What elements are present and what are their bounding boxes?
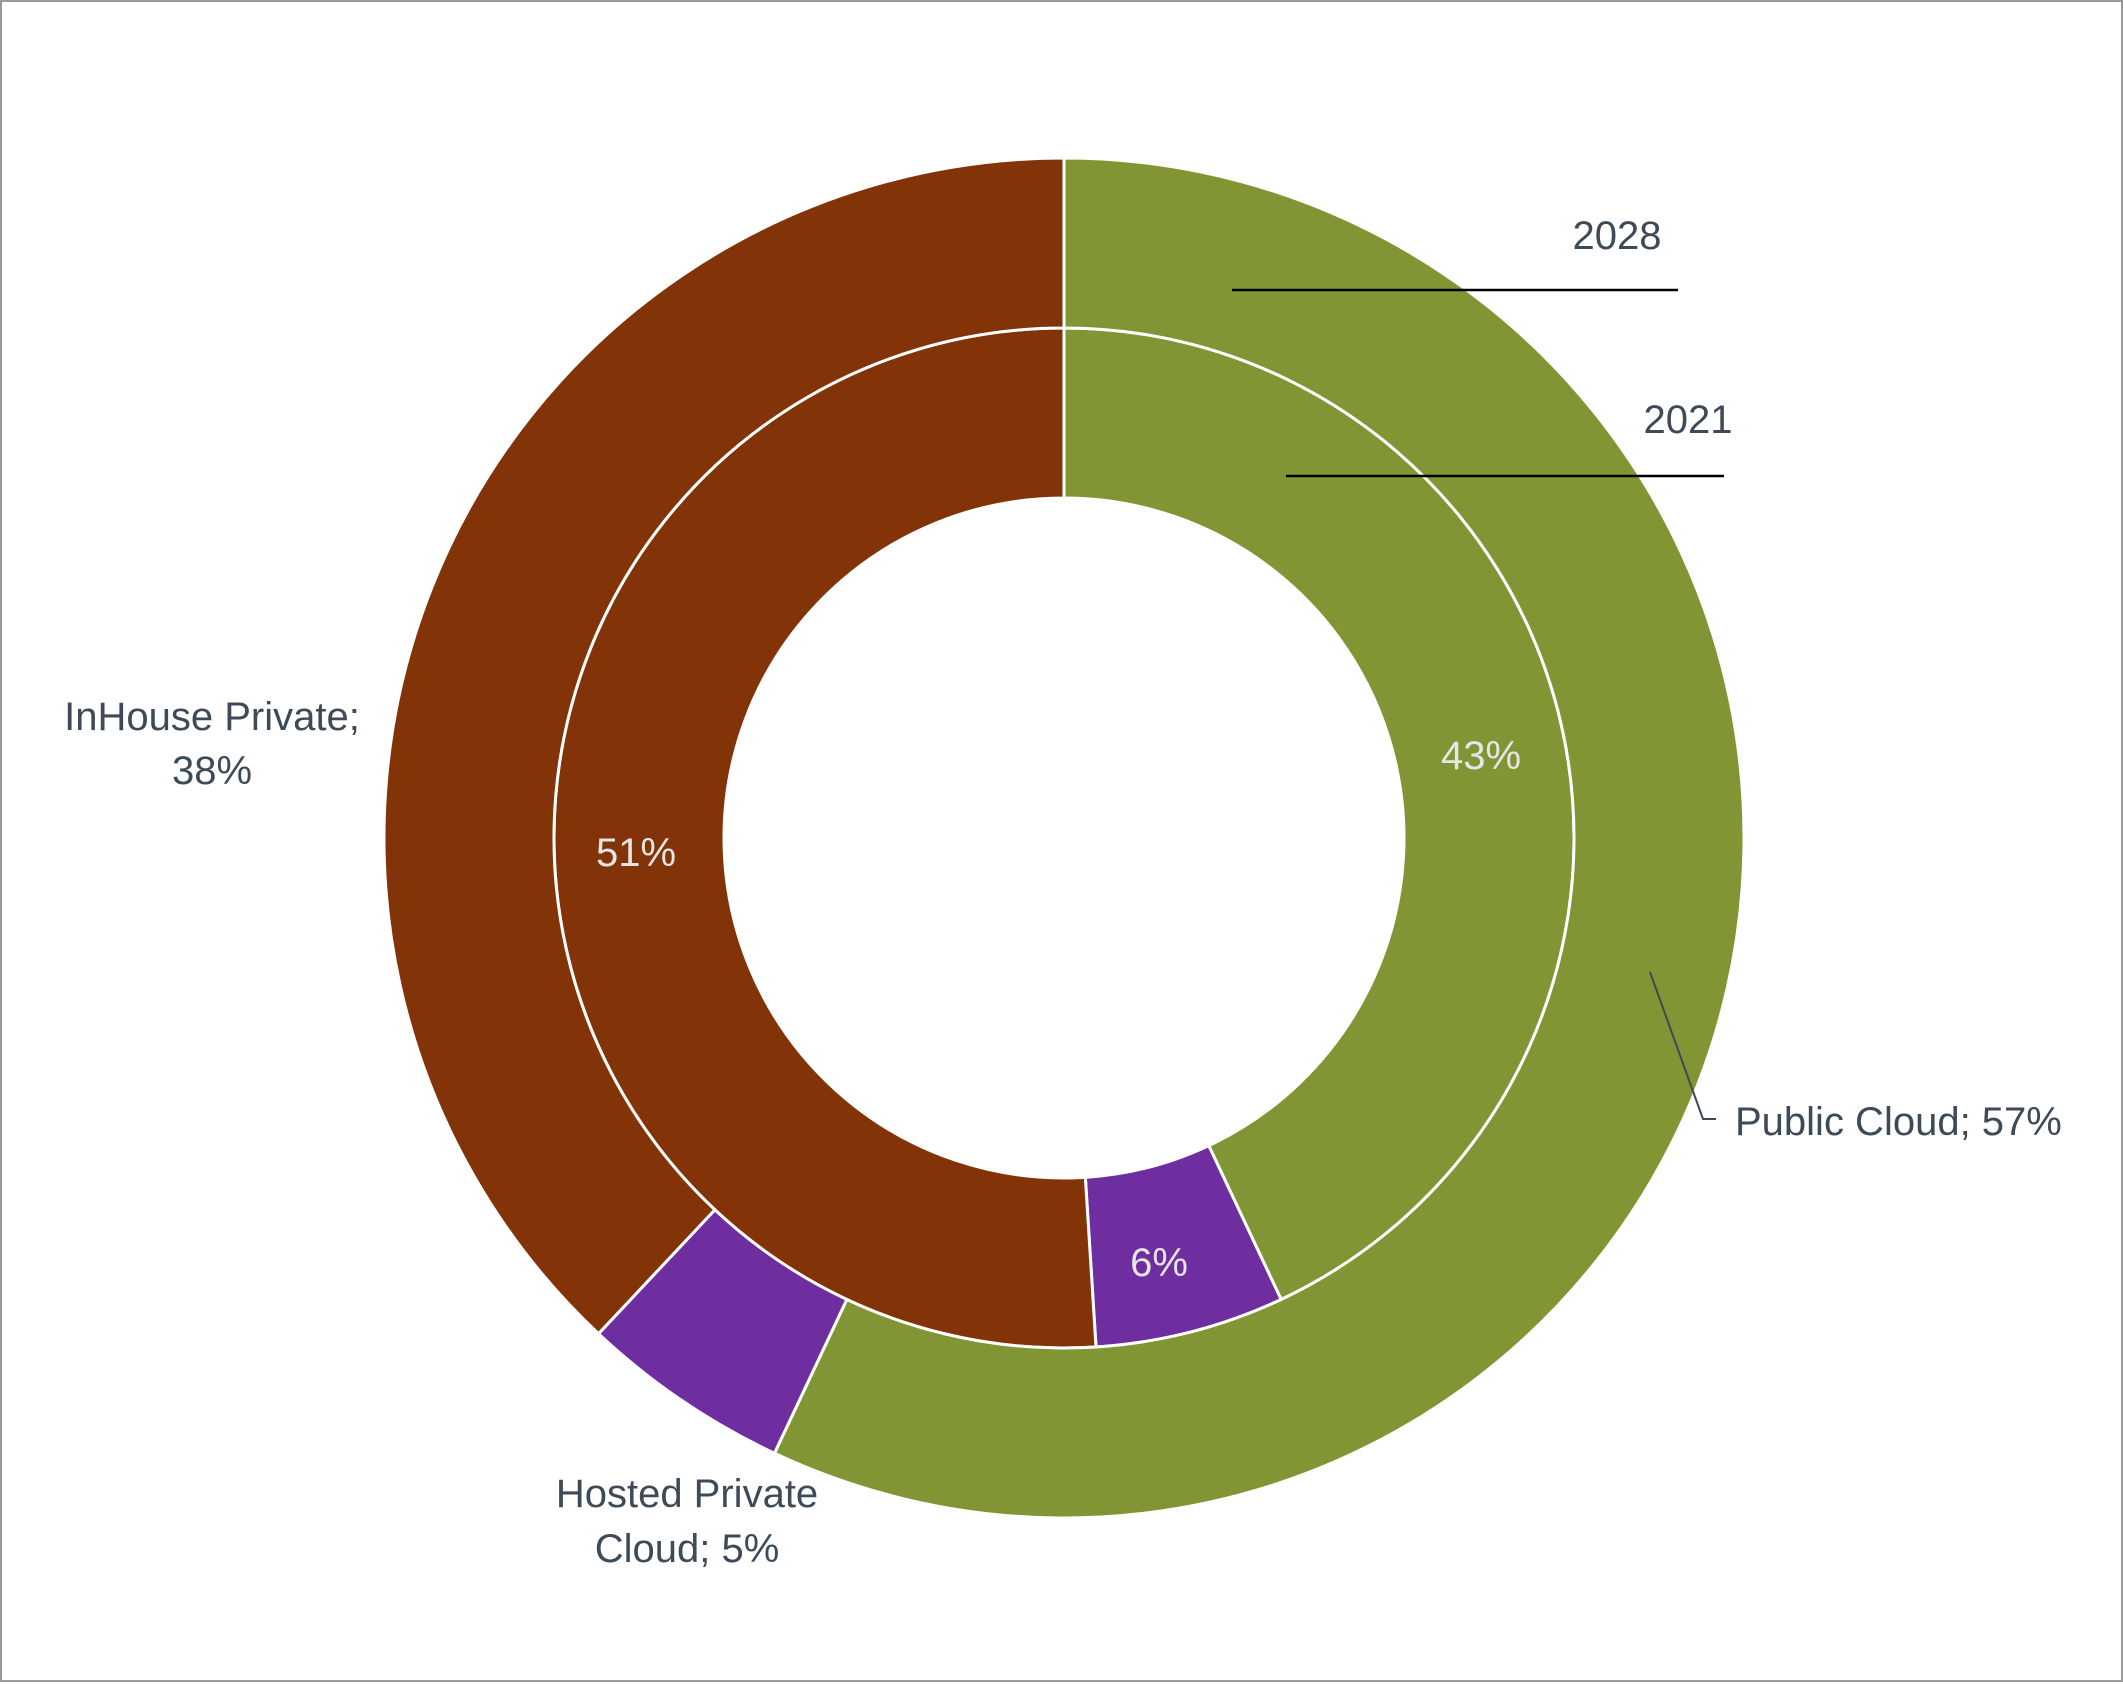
slice-2028-public-cloud — [772, 156, 1746, 1520]
label-public-cloud: Public Cloud; 57% — [1735, 1100, 2062, 1144]
slice-2028-inhouse-private — [382, 156, 1066, 1336]
label-hosted-private-line1: Hosted Private — [556, 1472, 818, 1516]
data-label-2021-hosted: 6% — [1130, 1241, 1188, 1285]
data-label-2021-public: 43% — [1441, 734, 1521, 778]
label-inhouse-private-line2: 38% — [172, 749, 252, 793]
ring-label-2021: 2021 — [1644, 398, 1733, 442]
ring-label-2028: 2028 — [1573, 214, 1662, 258]
data-label-2021-inhouse: 51% — [596, 831, 676, 875]
public-cloud-leader — [1649, 971, 1716, 1120]
label-inhouse-private-line1: InHouse Private; — [64, 695, 360, 739]
slices-group — [382, 156, 1746, 1520]
label-hosted-private-line2: Cloud; 5% — [595, 1527, 780, 1571]
